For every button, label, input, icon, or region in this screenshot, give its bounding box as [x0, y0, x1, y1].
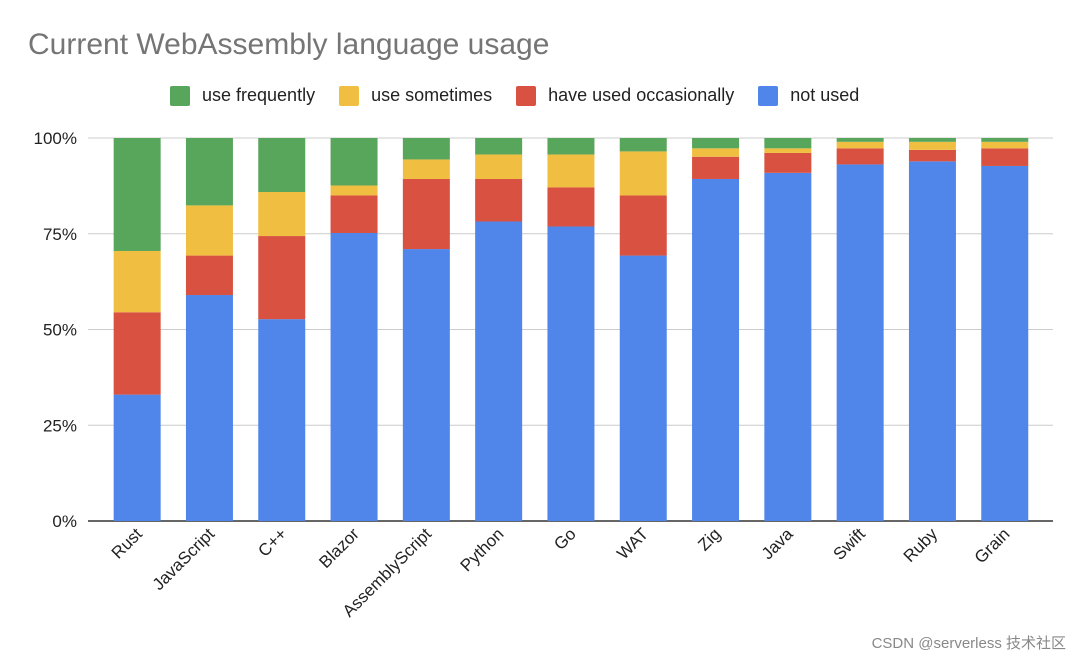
bar-stack — [547, 138, 595, 521]
bar-segment-have-used-occasionally — [113, 312, 161, 395]
legend: use frequently use sometimes have used o… — [170, 85, 859, 106]
legend-label: use frequently — [202, 85, 316, 105]
bar-stack — [981, 138, 1029, 522]
bar-segment-not-used — [258, 319, 306, 521]
y-tick-label: 100% — [34, 129, 77, 148]
legend-item-use-sometimes: use sometimes — [339, 85, 492, 106]
bar-segment-have-used-occasionally — [764, 152, 812, 173]
bar-stack — [908, 138, 956, 521]
chart-title: Current WebAssembly language usage — [28, 28, 550, 61]
bar-segment-use-sometimes — [330, 185, 378, 196]
bar-segment-have-used-occasionally — [619, 195, 667, 256]
y-tick-label: 50% — [43, 321, 77, 340]
x-tick-label: Go — [550, 524, 579, 553]
x-tick-label: Python — [457, 524, 508, 575]
bar-segment-have-used-occasionally — [836, 148, 884, 165]
bar-stack — [258, 138, 306, 521]
bar-segment-not-used — [836, 164, 884, 521]
bar-segment-use-frequently — [764, 138, 812, 149]
legend-label: use sometimes — [371, 85, 493, 105]
bar-segment-have-used-occasionally — [981, 148, 1029, 166]
bar-segment-have-used-occasionally — [692, 156, 740, 179]
bar-segment-use-sometimes — [185, 205, 233, 256]
bar-stack — [113, 138, 161, 521]
watermark: CSDN @serverless 技术社区 — [871, 635, 1066, 652]
x-tick-label: Java — [758, 524, 797, 563]
bar-segment-have-used-occasionally — [475, 178, 523, 222]
bar-stack — [619, 138, 667, 521]
legend-item-not-used: not used — [758, 85, 859, 106]
bar-segment-use-sometimes — [836, 141, 884, 149]
legend-label: have used occasionally — [548, 85, 735, 105]
x-tick-label: Swift — [829, 524, 869, 564]
x-tick-label: C++ — [254, 524, 290, 560]
bar-segment-have-used-occasionally — [330, 195, 378, 233]
bar-stack — [185, 138, 233, 521]
bar-segment-use-frequently — [402, 138, 450, 160]
bar-segment-use-frequently — [981, 138, 1029, 142]
bar-segment-use-sometimes — [258, 192, 306, 237]
bar-segment-use-frequently — [908, 138, 956, 142]
y-tick-label: 0% — [52, 512, 77, 531]
bar-segment-not-used — [185, 295, 233, 521]
bar-stack — [764, 138, 812, 521]
bar-segment-use-frequently — [113, 138, 161, 251]
bar-stack — [402, 138, 450, 521]
x-tick-label: Rust — [108, 524, 146, 562]
legend-label: not used — [790, 85, 860, 105]
bar-segment-have-used-occasionally — [547, 187, 595, 227]
bar-segment-use-frequently — [692, 138, 740, 149]
bar-segment-use-sometimes — [908, 141, 956, 150]
legend-item-have-used-occasionally: have used occasionally — [516, 85, 734, 106]
bar-stack — [692, 138, 740, 521]
x-tick-label: Grain — [971, 524, 1014, 567]
bar-segment-not-used — [981, 165, 1029, 522]
bar-segment-not-used — [402, 249, 450, 521]
x-tick-label: Blazor — [315, 524, 363, 572]
bar-segment-not-used — [908, 161, 956, 521]
bar-segment-not-used — [764, 172, 812, 521]
bar-stack — [330, 138, 378, 521]
bar-segment-use-frequently — [185, 138, 233, 206]
bar-segment-have-used-occasionally — [185, 255, 233, 296]
legend-swatch — [170, 85, 190, 106]
bar-segment-have-used-occasionally — [908, 149, 956, 162]
bar-segment-use-frequently — [258, 138, 306, 193]
legend-swatch — [516, 85, 537, 106]
y-tick-label: 25% — [43, 416, 77, 435]
bar-segment-use-frequently — [547, 138, 595, 155]
legend-item-use-frequently: use frequently — [170, 85, 315, 106]
bar-segment-use-sometimes — [113, 250, 161, 313]
bar-segment-have-used-occasionally — [258, 236, 306, 320]
bar-segment-use-sometimes — [475, 154, 523, 179]
x-tick-label: JavaScript — [149, 524, 219, 594]
bar-segment-not-used — [475, 221, 523, 521]
bar-segment-use-sometimes — [692, 148, 740, 157]
bar-segment-use-sometimes — [981, 141, 1029, 149]
y-tick-label: 75% — [43, 225, 77, 244]
x-tick-label: WAT — [613, 524, 652, 563]
bar-segment-use-sometimes — [402, 159, 450, 179]
legend-swatch — [758, 85, 779, 106]
bar-segment-not-used — [330, 232, 378, 521]
x-tick-label: Ruby — [900, 524, 942, 566]
bar-segment-not-used — [692, 178, 740, 521]
bar-segment-not-used — [113, 394, 161, 521]
bar-stack — [475, 138, 523, 521]
bar-segment-not-used — [619, 255, 667, 521]
legend-swatch — [339, 85, 360, 106]
bar-segment-not-used — [547, 226, 595, 521]
x-tick-label: Zig — [694, 524, 724, 554]
bar-segment-use-sometimes — [547, 154, 595, 188]
bar-stack — [836, 138, 884, 521]
bar-segment-use-sometimes — [619, 151, 667, 196]
bar-segment-use-frequently — [330, 138, 378, 186]
bar-segment-use-frequently — [475, 138, 523, 155]
bar-segment-use-sometimes — [764, 148, 812, 153]
bar-segment-use-frequently — [836, 138, 884, 142]
bar-segment-use-frequently — [619, 138, 667, 152]
bar-segment-have-used-occasionally — [402, 178, 450, 250]
